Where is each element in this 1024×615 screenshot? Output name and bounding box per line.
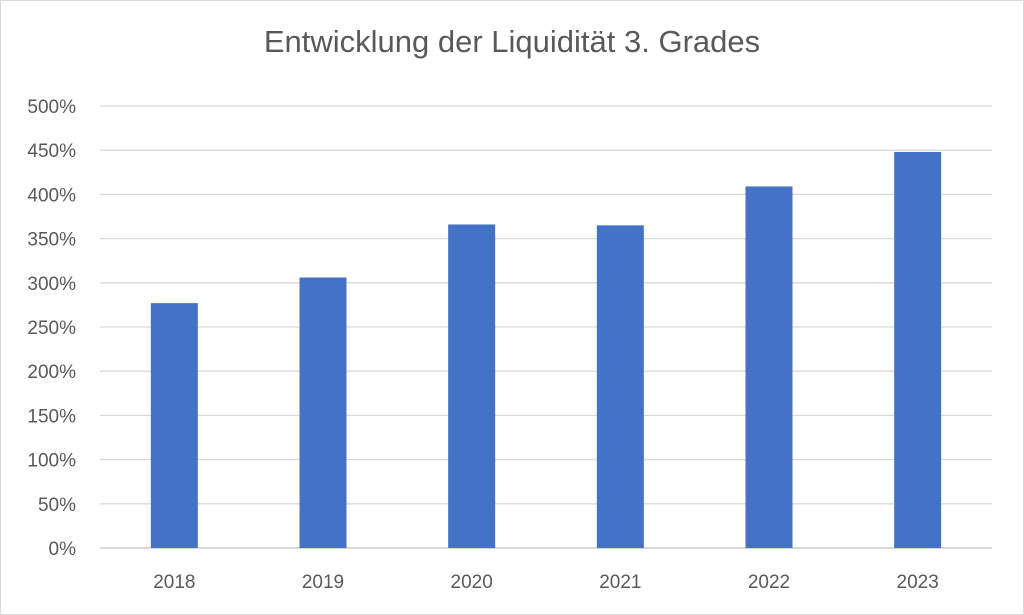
bar-2018 <box>150 303 198 548</box>
y-tick-label: 200% <box>27 362 76 383</box>
bars <box>150 151 942 548</box>
y-tick-label: 50% <box>38 495 76 516</box>
gridlines <box>100 105 992 549</box>
bar-2022 <box>745 186 793 548</box>
y-tick-label: 450% <box>27 141 76 162</box>
y-tick-label: 0% <box>49 539 77 560</box>
y-axis-ticks: 0% 50% 100% 150% 200% 250% 300% 350% 400% 450% 500… <box>27 97 76 560</box>
y-tick-label: 300% <box>27 274 76 295</box>
x-tick-label: 2022 <box>748 572 790 593</box>
y-tick-label: 350% <box>27 230 76 251</box>
x-tick-label: 2021 <box>599 572 641 593</box>
y-tick-label: 250% <box>27 318 76 339</box>
y-tick-label: 100% <box>27 451 76 472</box>
y-tick-label: 150% <box>27 406 76 427</box>
x-tick-label: 2020 <box>451 572 493 593</box>
x-tick-label: 2018 <box>153 572 195 593</box>
x-tick-label: 2019 <box>302 572 344 593</box>
x-tick-label: 2023 <box>897 572 939 593</box>
bar-2021 <box>596 225 644 548</box>
bar-2019 <box>299 277 347 548</box>
x-axis-ticks: 2018 2019 2020 2021 2022 2023 <box>153 572 939 593</box>
bar-2020 <box>448 224 496 548</box>
bar-2023 <box>894 151 942 548</box>
y-tick-label: 500% <box>27 97 76 118</box>
chart-title: Entwicklung der Liquidität 3. Grades <box>263 24 761 59</box>
y-tick-label: 400% <box>27 185 76 206</box>
